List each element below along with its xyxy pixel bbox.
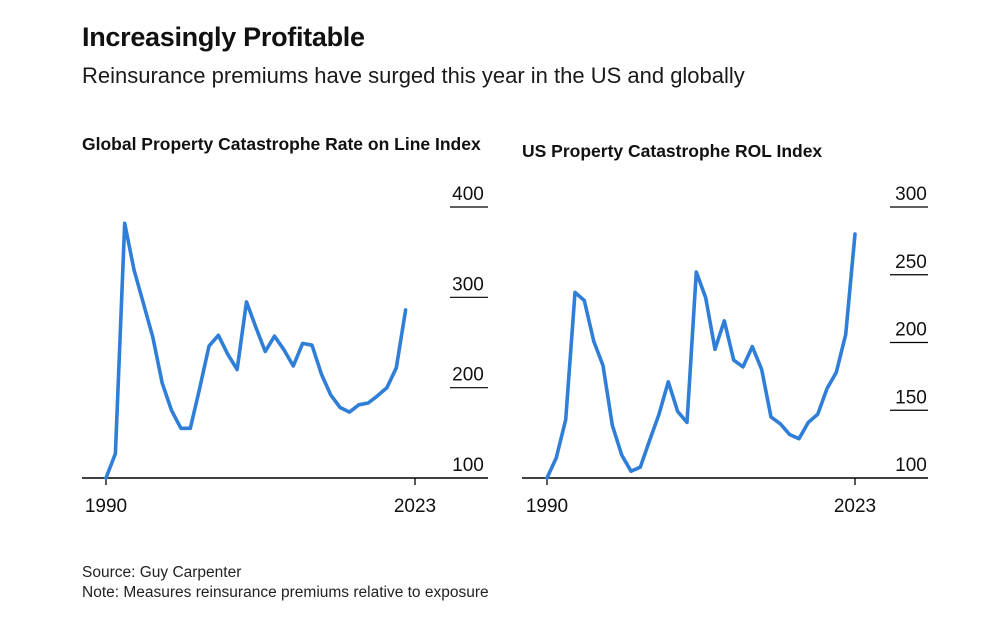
us-xtick-label: 2023 <box>834 496 876 517</box>
us-ytick-label: 100 <box>895 455 927 476</box>
global-rol-chart: 100 200 300 400 1990 2023 <box>82 184 488 517</box>
global-ytick-label: 300 <box>452 274 484 295</box>
global-ytick-label: 100 <box>452 455 484 476</box>
global-series-line <box>104 221 408 480</box>
us-series-line <box>545 232 857 480</box>
chart-subtitle: Reinsurance premiums have surged this ye… <box>82 63 745 88</box>
methodology-note: Note: Measures reinsurance premiums rela… <box>82 584 489 601</box>
us-ytick-label: 250 <box>895 252 927 273</box>
chart-title: Increasingly Profitable <box>82 22 365 52</box>
source-note: Source: Guy Carpenter <box>82 564 242 581</box>
global-ytick-label: 200 <box>452 365 484 386</box>
us-ytick-label: 150 <box>895 387 927 408</box>
global-xtick-label: 1990 <box>85 496 127 517</box>
global-panel-title: Global Property Catastrophe Rate on Line… <box>82 134 481 154</box>
us-panel-title: US Property Catastrophe ROL Index <box>522 141 823 161</box>
us-ytick-label: 300 <box>895 184 927 205</box>
us-rol-chart: 100 150 200 250 300 1990 2023 <box>522 184 928 517</box>
global-ytick-label: 400 <box>452 184 484 205</box>
us-ytick-label: 200 <box>895 320 927 341</box>
us-xtick-label: 1990 <box>526 496 568 517</box>
global-xtick-label: 2023 <box>394 496 436 517</box>
